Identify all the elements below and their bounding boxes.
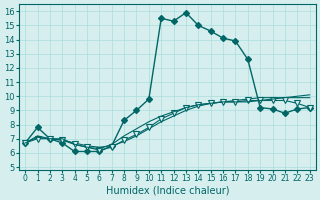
X-axis label: Humidex (Indice chaleur): Humidex (Indice chaleur)	[106, 186, 229, 196]
